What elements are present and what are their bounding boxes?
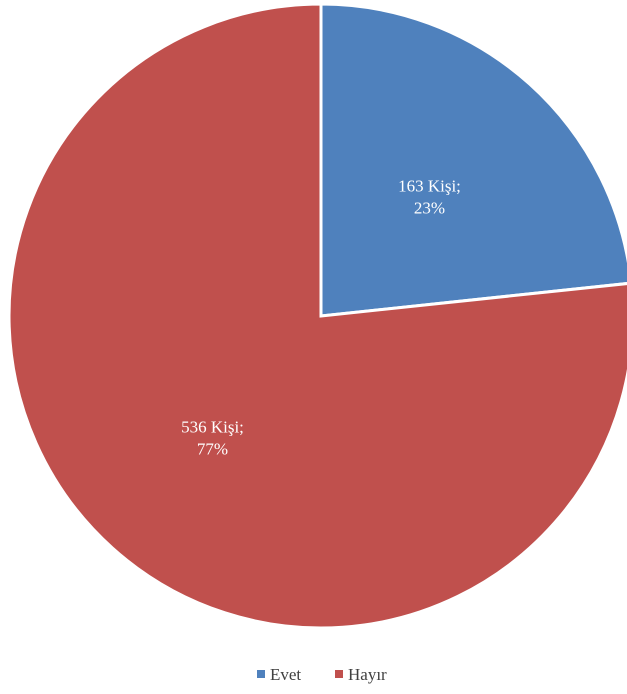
legend: Evet Hayır — [257, 665, 387, 684]
legend-swatch-hayir — [335, 670, 343, 678]
data-labels-group: 163 Kişi; 23% 536 Kişi; 77% — [181, 176, 461, 458]
legend-label-evet: Evet — [270, 665, 301, 684]
legend-label-hayir: Hayır — [348, 665, 387, 684]
pie-slice-hayir — [7, 2, 627, 630]
data-label-evet: 163 Kişi; 23% — [398, 176, 461, 217]
pie-slice-evet — [319, 2, 627, 318]
data-label-hayir: 536 Kişi; 77% — [181, 418, 244, 459]
slices-group — [7, 2, 627, 630]
legend-swatch-evet — [257, 670, 265, 678]
